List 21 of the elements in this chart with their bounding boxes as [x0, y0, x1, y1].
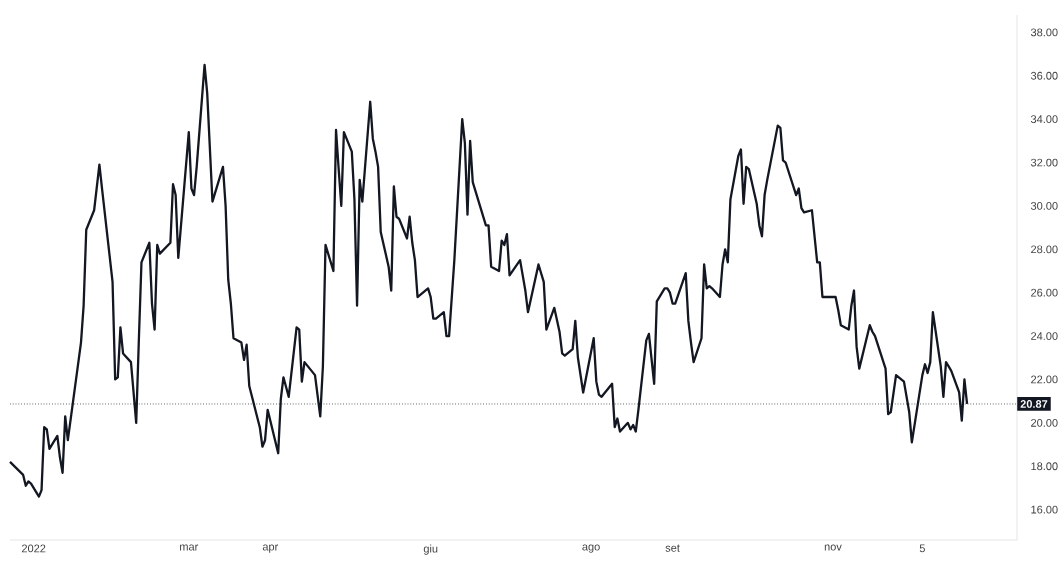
- y-tick-label: 22.00: [1031, 375, 1058, 384]
- y-tick-label: 24.00: [1031, 332, 1058, 340]
- y-tick-label: 38.00: [1030, 28, 1058, 37]
- y-tick-label: 28.00: [1031, 245, 1058, 254]
- y-tick-label: 26.00: [1031, 288, 1058, 297]
- x-tick-label: mar: [180, 544, 199, 551]
- y-tick-label: 32.00: [1030, 158, 1058, 167]
- x-tick-label: ago: [582, 544, 600, 553]
- y-tick-label: 18.00: [1031, 462, 1058, 471]
- x-tick-label: apr: [262, 544, 279, 553]
- y-tick-label: 34.00: [1030, 115, 1058, 124]
- y-tick-label: 16.00: [1031, 505, 1058, 514]
- y-tick-label: 20.00: [1031, 418, 1058, 427]
- x-tick-label: nov: [824, 544, 842, 551]
- x-tick-label: giu: [423, 544, 438, 555]
- y-tick-label: 36.00: [1030, 71, 1058, 80]
- y-tick-label: 30.00: [1030, 202, 1058, 210]
- x-tick-label: 5: [919, 544, 925, 553]
- x-tick-label: 2022: [21, 544, 46, 553]
- ref-line-label: 20.87: [1020, 400, 1048, 408]
- x-tick-label: set: [665, 544, 680, 552]
